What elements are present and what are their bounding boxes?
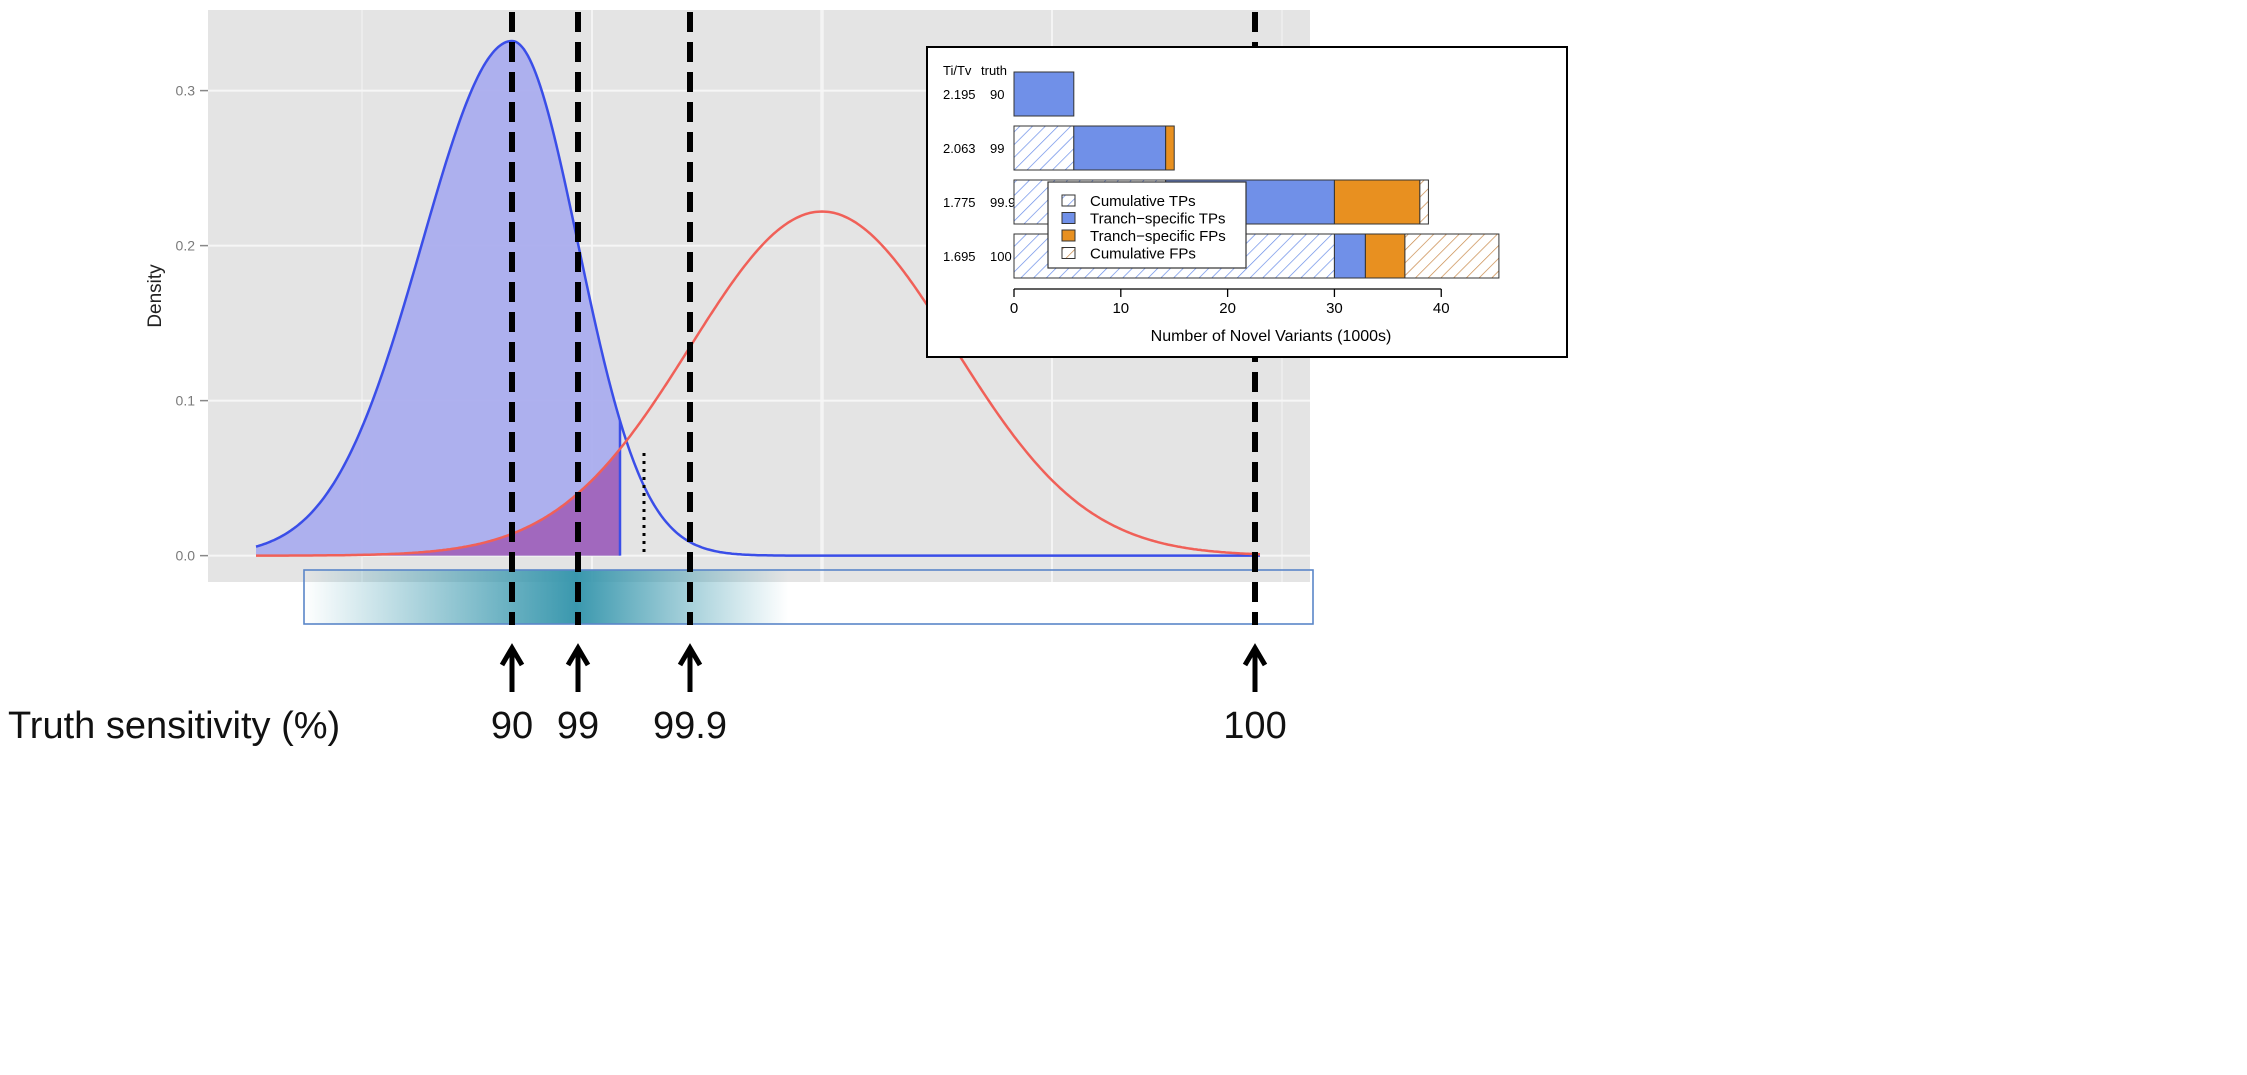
row-truth-label: 100 — [990, 249, 1012, 264]
threshold-arrow-head — [677, 643, 703, 667]
inset-bar-chart: Ti/Tv truth 2.195 90 2.063 99 1.775 99.9 1.695… — [926, 46, 1568, 358]
bar-segment — [1165, 125, 1175, 171]
inset-x-tick-label: 0 — [1010, 300, 1018, 317]
bar-segment — [1333, 179, 1421, 225]
y-tick-label: 0.1 — [176, 393, 196, 409]
bar-segment — [1013, 71, 1075, 117]
inset-x-axis-title: Number of Novel Variants (1000s) — [1151, 328, 1392, 345]
y-tick-label: 0.3 — [176, 83, 196, 99]
legend-label: Tranch−specific FPs — [1090, 228, 1226, 245]
inset-x-tick-label: 10 — [1112, 300, 1129, 317]
overlap-fill — [256, 448, 620, 556]
bar-segment — [1419, 179, 1429, 225]
tp-density-fill — [256, 41, 620, 556]
legend-swatch — [1061, 247, 1076, 259]
header-truth: truth — [981, 63, 1007, 78]
y-axis: 0.0 0.1 0.2 0.3 — [176, 83, 208, 564]
inset-x-tick-label: 30 — [1326, 300, 1343, 317]
truth-sensitivity-label: Truth sensitivity (%) — [8, 705, 340, 747]
inset-x-axis: 0 10 20 30 40 — [1010, 288, 1450, 317]
bar-segment — [1404, 233, 1500, 279]
bar-segment — [1073, 125, 1167, 171]
bar-segment — [1013, 125, 1075, 171]
bar-segment — [1333, 233, 1366, 279]
legend-label: Cumulative FPs — [1090, 246, 1196, 263]
threshold-label: 99 — [557, 705, 599, 747]
sensitivity-bar — [303, 569, 1314, 625]
row-titv-label: 2.195 — [943, 87, 976, 102]
bar-segment — [1364, 233, 1406, 279]
threshold-arrow-head — [1242, 643, 1268, 667]
legend-swatch — [1061, 194, 1076, 207]
row-titv-label: 1.695 — [943, 249, 976, 264]
row-truth-label: 99.9 — [990, 195, 1015, 210]
legend-box — [1047, 181, 1247, 269]
legend-label: Cumulative TPs — [1090, 193, 1196, 210]
inset-x-tick-label: 40 — [1433, 300, 1450, 317]
legend-label: Tranch−specific TPs — [1090, 211, 1225, 228]
row-titv-label: 1.775 — [943, 195, 976, 210]
legend-swatch — [1061, 229, 1076, 242]
y-tick-label: 0.0 — [176, 548, 196, 564]
threshold-label: 90 — [491, 705, 533, 747]
row-truth-label: 90 — [990, 87, 1004, 102]
threshold-label: 100 — [1223, 705, 1286, 747]
threshold-arrow-head — [565, 643, 591, 667]
row-truth-label: 99 — [990, 141, 1004, 156]
y-axis-title: Density — [145, 264, 166, 328]
threshold-label: 99.9 — [653, 705, 727, 747]
row-titv-label: 2.063 — [943, 141, 976, 156]
fp-density-curve — [256, 210, 1260, 557]
density-curves — [255, 39, 1260, 557]
legend-swatch — [1061, 212, 1076, 224]
tp-density-curve — [255, 39, 1260, 557]
header-titv: Ti/Tv — [943, 63, 972, 78]
y-tick-label: 0.2 — [176, 238, 196, 254]
inset-x-tick-label: 20 — [1219, 300, 1236, 317]
threshold-arrow-head — [499, 643, 525, 667]
